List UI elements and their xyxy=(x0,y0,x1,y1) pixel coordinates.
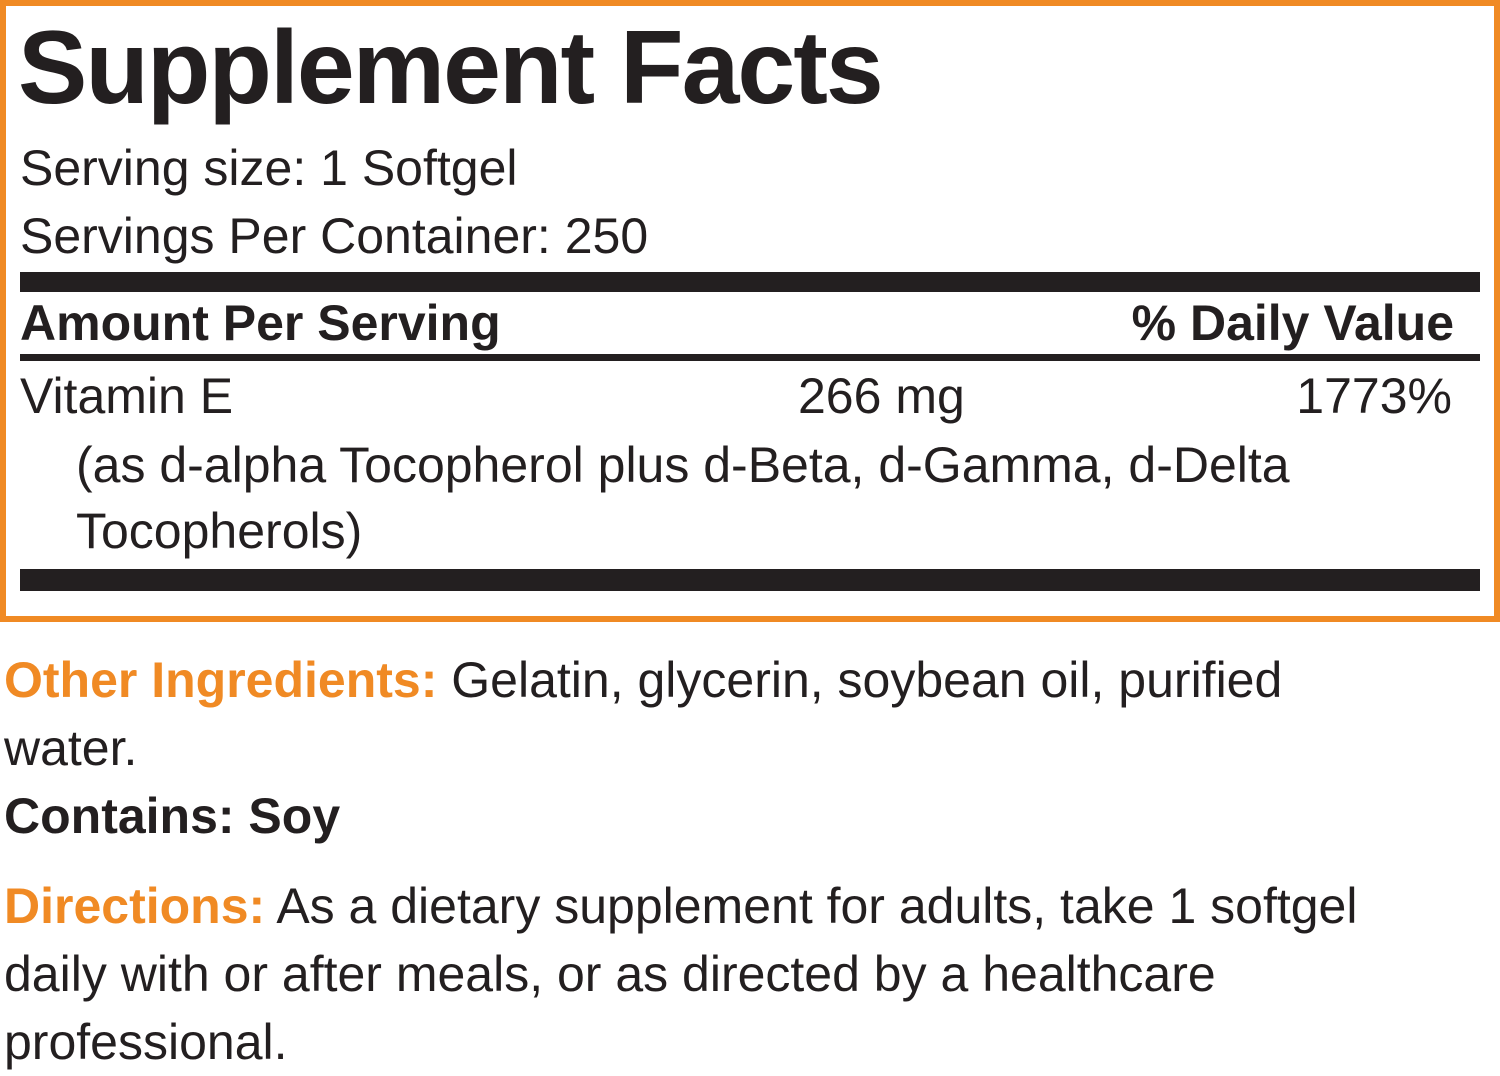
facts-panel xyxy=(0,0,1500,622)
directions-text: As a dietary supplement for adults, take… xyxy=(4,878,1358,1070)
servings-per-container: Servings Per Container: 250 xyxy=(20,208,649,264)
thin-rule xyxy=(20,354,1480,361)
thick-rule xyxy=(20,272,1480,292)
nutrient-name: Vitamin E xyxy=(20,368,234,424)
nutrient-note: (as d-alpha Tocopherol plus d-Beta, d-Ga… xyxy=(76,437,1290,559)
contains: Contains: Soy xyxy=(4,788,341,844)
other-ingredients-label: Other Ingredients: xyxy=(4,652,438,708)
directions-label: Directions: xyxy=(4,878,266,934)
thick-rule xyxy=(20,569,1480,591)
header-amount: Amount Per Serving xyxy=(20,295,501,351)
nutrient-daily-value: 1773% xyxy=(1296,368,1452,424)
serving-size: Serving size: 1 Softgel xyxy=(20,140,518,196)
nutrient-amount: 266 mg xyxy=(798,368,965,424)
title: Supplement Facts xyxy=(18,10,884,126)
header-daily-value: % Daily Value xyxy=(1131,295,1454,351)
directions: Directions: As a dietary supplement for … xyxy=(4,872,1404,1076)
other-ingredients-text: Gelatin, glycerin, soybean oil, purified… xyxy=(4,652,1283,776)
other-ingredients: Other Ingredients: Gelatin, glycerin, so… xyxy=(4,646,1424,782)
